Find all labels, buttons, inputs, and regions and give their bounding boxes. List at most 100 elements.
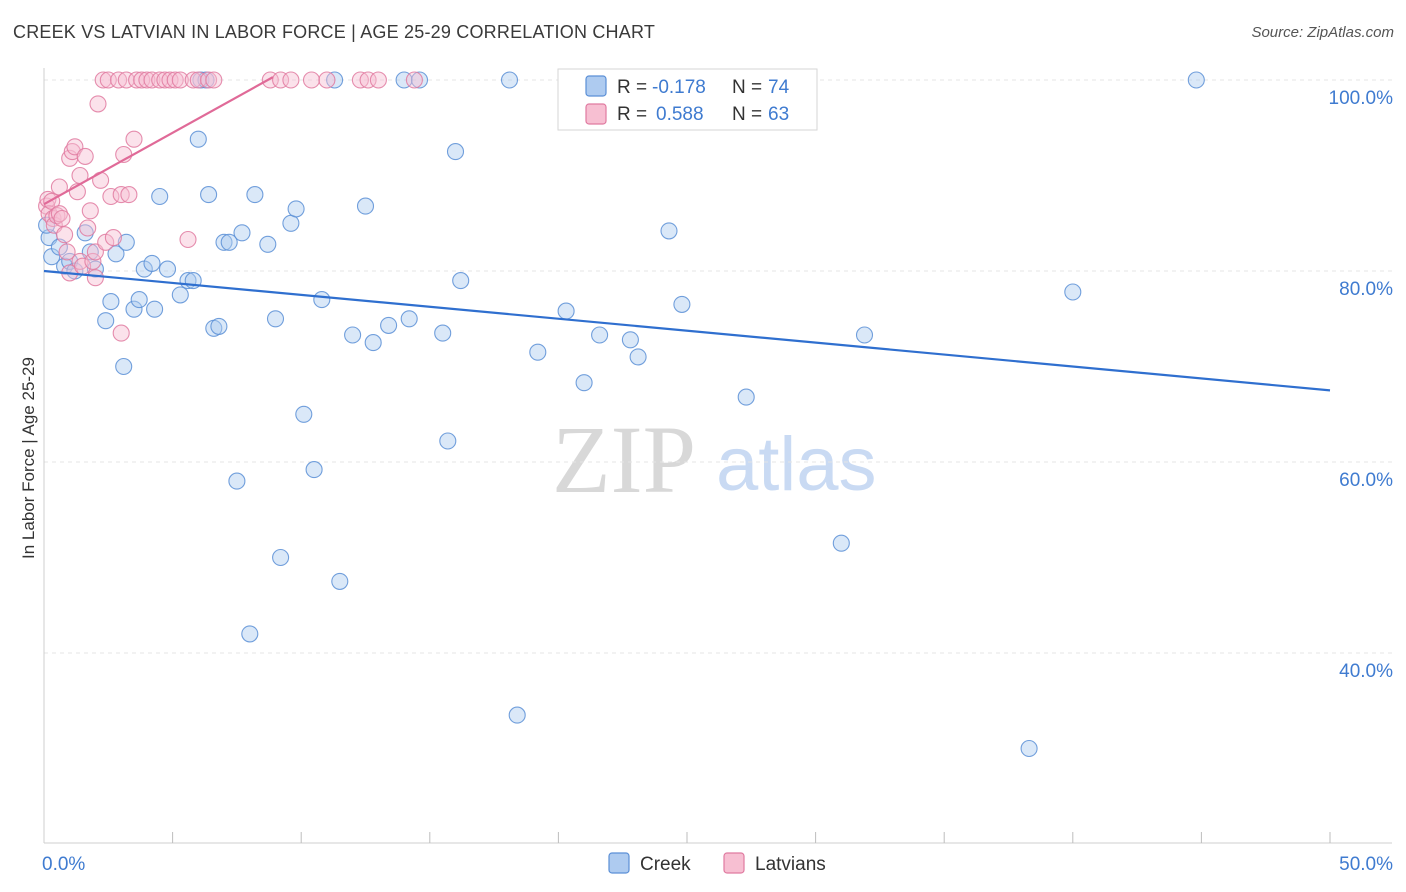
- creek-point: [130, 291, 148, 309]
- creek-point: [171, 286, 189, 304]
- creek-point: [439, 432, 457, 450]
- latvian-point: [184, 71, 202, 89]
- latvian-point: [117, 71, 135, 89]
- creek-trend-line: [43, 269, 1331, 392]
- latvian-point: [125, 130, 143, 148]
- creek-point: [143, 254, 161, 272]
- creek-point: [855, 326, 874, 344]
- creek-point: [117, 233, 135, 251]
- latvian-point: [138, 71, 156, 89]
- creek-point: [1187, 71, 1205, 89]
- creek-point: [621, 331, 639, 349]
- latvian-point: [79, 219, 97, 237]
- creek-point: [500, 71, 519, 89]
- chart-title: CREEK VS LATVIAN IN LABOR FORCE | AGE 25…: [13, 22, 656, 42]
- creek-point: [452, 272, 470, 290]
- creek-point: [210, 317, 228, 335]
- creek-point: [673, 295, 691, 313]
- latvian-point: [302, 71, 321, 89]
- creek-point: [591, 326, 609, 344]
- creek-r-value: -0.178: [652, 77, 706, 98]
- creek-point: [76, 224, 94, 242]
- latvian-point: [171, 71, 189, 89]
- creek-point: [508, 706, 526, 724]
- latvian-point: [369, 71, 387, 89]
- latvian-point: [261, 71, 279, 89]
- creek-point: [575, 374, 593, 392]
- y-axis-label: In Labor Force | Age 25-29: [19, 357, 38, 559]
- latvian-point: [86, 269, 104, 287]
- latvian-point: [56, 226, 74, 244]
- creek-point: [266, 310, 285, 328]
- creek-point: [200, 186, 218, 204]
- creek-point: [1020, 739, 1038, 758]
- latvian-point: [161, 71, 179, 89]
- latvian-point: [48, 207, 66, 225]
- creek-point: [305, 461, 323, 479]
- creek-point: [832, 534, 850, 552]
- creek-point: [125, 300, 143, 318]
- latvian-point: [405, 71, 423, 89]
- latvians-n-label: N =: [732, 104, 762, 125]
- creek-point: [446, 143, 465, 161]
- creek-point: [313, 291, 331, 309]
- creek-point: [102, 293, 120, 311]
- data-points: [38, 71, 1205, 758]
- latvian-point: [112, 324, 130, 342]
- creek-point: [629, 348, 647, 366]
- y-tick-label: 80.0%: [1339, 279, 1393, 300]
- latvian-point: [128, 71, 146, 89]
- y-tick-label: 100.0%: [1329, 88, 1394, 109]
- latvian-point: [58, 243, 76, 261]
- chart-source: Source: ZipAtlas.com: [1251, 24, 1394, 41]
- latvians-r-value: 0.588: [656, 104, 704, 125]
- latvian-point: [94, 71, 112, 89]
- creek-point: [241, 625, 259, 643]
- creek-point: [97, 312, 115, 330]
- latvian-point: [200, 71, 218, 89]
- creek-legend-swatch: [585, 75, 607, 97]
- x-tick-label-max: 50.0%: [1339, 854, 1393, 875]
- creek-point: [146, 300, 164, 318]
- creek-point: [233, 224, 251, 242]
- creek-point: [660, 222, 678, 240]
- watermark-zip: ZIP: [552, 406, 696, 513]
- creek-point: [331, 572, 349, 590]
- creek-point: [737, 388, 755, 406]
- latvian-point: [89, 95, 107, 113]
- latvian-point: [99, 71, 117, 89]
- latvian-point: [205, 71, 223, 89]
- creek-point: [115, 357, 133, 376]
- latvian-point: [63, 143, 81, 161]
- creek-point: [529, 343, 547, 361]
- latvian-point: [179, 230, 197, 249]
- creek-point: [295, 405, 313, 423]
- creek-r-label: R =: [617, 77, 647, 98]
- latvian-point: [71, 252, 89, 270]
- creek-point: [272, 548, 290, 567]
- creek-point: [356, 197, 375, 215]
- creek-point: [259, 235, 277, 253]
- creek-point: [434, 324, 452, 342]
- creek-point: [287, 200, 305, 218]
- x-tick-label-min: 0.0%: [42, 854, 85, 875]
- watermark-atlas: atlas: [716, 422, 877, 507]
- creek-point: [246, 186, 264, 204]
- y-tick-label: 40.0%: [1339, 661, 1393, 682]
- creek-point: [380, 316, 398, 334]
- latvians-n-value: 63: [768, 104, 789, 125]
- creek-point: [189, 130, 207, 148]
- y-tick-labels: 100.0% 80.0% 60.0% 40.0%: [1329, 88, 1394, 682]
- stats-legend: R = -0.178 N = 74 R = 0.588 N = 63: [557, 68, 818, 131]
- creek-point: [344, 326, 362, 344]
- latvian-point: [120, 186, 138, 204]
- latvian-point: [166, 71, 184, 89]
- latvian-point: [359, 71, 377, 89]
- creek-point: [215, 233, 233, 251]
- latvian-point: [76, 147, 94, 165]
- gridlines: [44, 79, 1392, 654]
- latvians-bottom-swatch: [723, 852, 745, 874]
- creek-point: [1064, 283, 1082, 301]
- creek-point: [364, 334, 382, 352]
